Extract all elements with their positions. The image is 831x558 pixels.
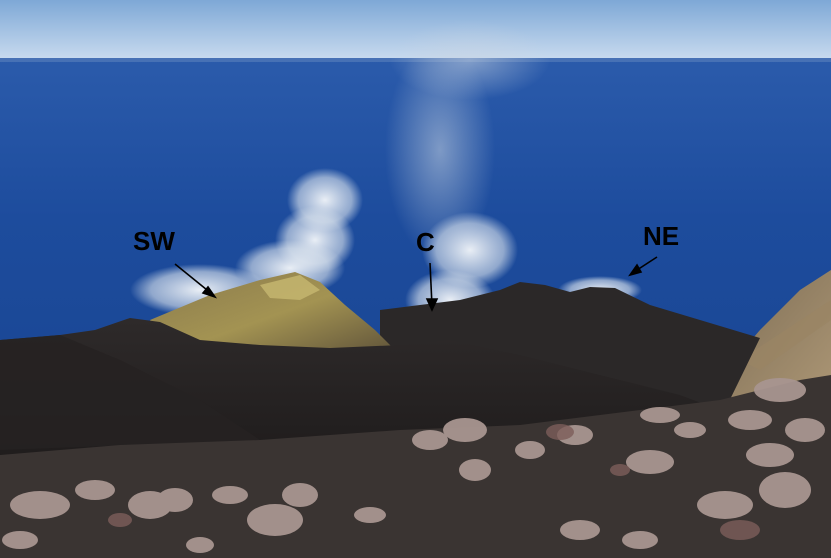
- sw-crater-cone: [150, 272, 395, 360]
- sw-crater-label: SW: [133, 226, 175, 256]
- annotation-arrows: [174, 256, 658, 312]
- central-crater-label: C: [416, 227, 435, 257]
- ne-crater-label: NE: [643, 221, 680, 251]
- foreground-ground: [0, 375, 831, 558]
